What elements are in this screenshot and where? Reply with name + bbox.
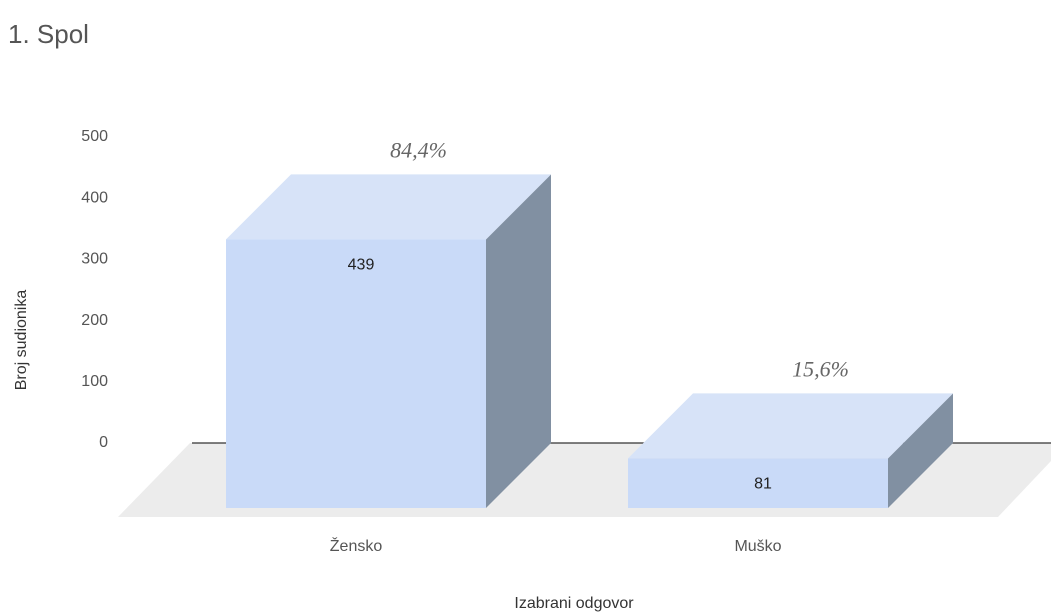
y-tick-label: 500	[81, 128, 108, 145]
x-tick-label: Žensko	[330, 536, 383, 555]
value-label: 439	[348, 257, 375, 274]
bar-side	[888, 393, 953, 508]
percent-label: 84,4%	[390, 137, 447, 162]
y-tick-label: 400	[81, 189, 108, 206]
x-axis-label: Izabrani odgovor	[514, 595, 634, 612]
bar	[226, 239, 486, 508]
x-tick-label: Muško	[734, 538, 781, 555]
bar-top	[628, 393, 953, 459]
y-tick-label: 300	[81, 251, 108, 268]
chart-title: 1. Spol	[8, 19, 89, 49]
value-label: 81	[754, 476, 772, 493]
y-axis-label: Broj sudionika	[13, 290, 30, 391]
bar-top	[226, 174, 551, 240]
y-tick-label: 0	[99, 434, 108, 451]
percent-label: 15,6%	[792, 356, 849, 381]
y-tick-label: 100	[81, 373, 108, 390]
bar-side	[486, 174, 551, 508]
y-tick-label: 200	[81, 312, 108, 329]
bar	[628, 458, 888, 508]
